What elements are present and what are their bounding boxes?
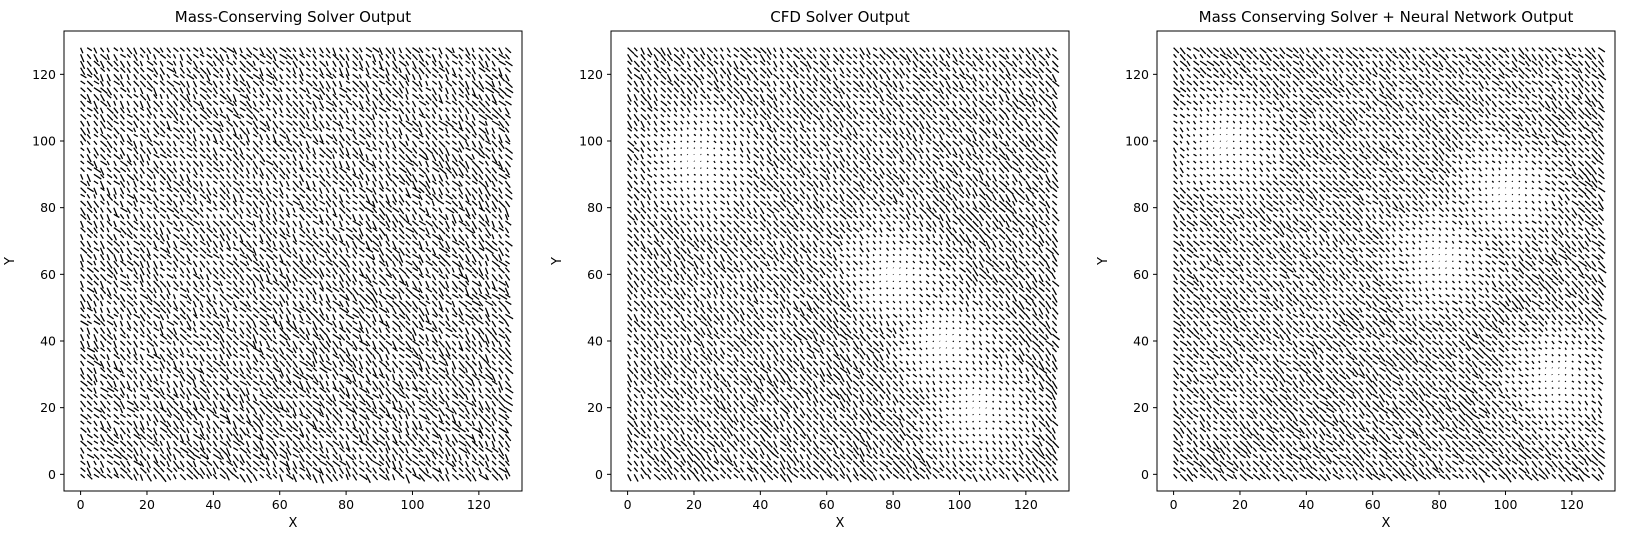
y-tick-label: 20	[1133, 400, 1149, 415]
quiver-arrows	[1173, 47, 1607, 483]
x-tick-label: 0	[77, 497, 85, 512]
y-tick-label: 80	[40, 200, 56, 215]
chart-panel-1: 0 20 40 60 80 100 120 0 20 40 60 80 100 120 Mass-Conse…	[3, 8, 523, 531]
x-tick-label: 80	[1431, 497, 1447, 512]
y-tick-label: 100	[32, 134, 56, 149]
axes-frame	[610, 30, 1070, 492]
x-axis-label: X	[1382, 516, 1391, 531]
x-tick-label: 40	[1298, 497, 1314, 512]
y-tick-label: 40	[587, 334, 603, 349]
quiver-field	[627, 47, 1061, 483]
y-tick-label: 100	[579, 134, 603, 149]
y-axis-label: Y	[550, 257, 565, 266]
chart-title: Mass Conserving Solver + Neural Network …	[1199, 8, 1574, 26]
y-tick-label: 120	[579, 67, 603, 82]
chart-title: CFD Solver Output	[770, 8, 910, 26]
x-tick-label: 0	[1170, 497, 1178, 512]
x-tick-label: 100	[1494, 497, 1518, 512]
x-tick-label: 40	[205, 497, 221, 512]
x-axis-label: X	[836, 516, 845, 531]
x-tick-label: 80	[885, 497, 901, 512]
x-tick-label: 100	[401, 497, 425, 512]
x-tick-label: 20	[1232, 497, 1248, 512]
y-tick-label: 80	[1133, 200, 1149, 215]
chart-title: Mass-Conserving Solver Output	[175, 8, 412, 26]
chart-panel-3: 0 20 40 60 80 100 120 0 20 40 60 80 100 120 Mass Conse…	[1096, 8, 1616, 531]
y-tick-label: 60	[1133, 267, 1149, 282]
x-tick-label: 120	[1014, 497, 1038, 512]
y-tick-label: 60	[40, 267, 56, 282]
quiver-arrows	[627, 47, 1061, 483]
axes-frame	[1156, 30, 1616, 492]
y-tick-label: 0	[1141, 467, 1149, 482]
quiver-field	[1173, 47, 1607, 483]
x-tick-label: 0	[624, 497, 632, 512]
x-tick-label: 60	[272, 497, 288, 512]
x-tick-label: 80	[338, 497, 354, 512]
x-tick-label: 60	[819, 497, 835, 512]
x-axis-label: X	[289, 516, 298, 531]
y-tick-label: 100	[1125, 134, 1149, 149]
y-tick-label: 0	[48, 467, 56, 482]
y-tick-label: 40	[1133, 334, 1149, 349]
x-tick-label: 60	[1365, 497, 1381, 512]
y-tick-label: 120	[32, 67, 56, 82]
y-tick-label: 60	[587, 267, 603, 282]
chart-panel-2: 0 20 40 60 80 100 120 0 20 40 60 80 100 120 CFD Solver…	[550, 8, 1070, 531]
quiver-field	[79, 47, 514, 484]
y-axis-label: Y	[3, 257, 18, 266]
y-tick-label: 40	[40, 334, 56, 349]
x-tick-label: 20	[686, 497, 702, 512]
y-axis-label: Y	[1096, 257, 1111, 266]
y-tick-label: 20	[40, 400, 56, 415]
y-tick-label: 20	[587, 400, 603, 415]
x-tick-label: 120	[1560, 497, 1584, 512]
x-tick-label: 40	[752, 497, 768, 512]
y-tick-label: 120	[1125, 67, 1149, 82]
y-tick-label: 80	[587, 200, 603, 215]
y-tick-label: 0	[595, 467, 603, 482]
x-tick-label: 100	[948, 497, 972, 512]
x-tick-label: 120	[467, 497, 491, 512]
axes-frame	[63, 30, 523, 492]
quiver-arrows	[79, 47, 514, 484]
x-tick-label: 20	[139, 497, 155, 512]
